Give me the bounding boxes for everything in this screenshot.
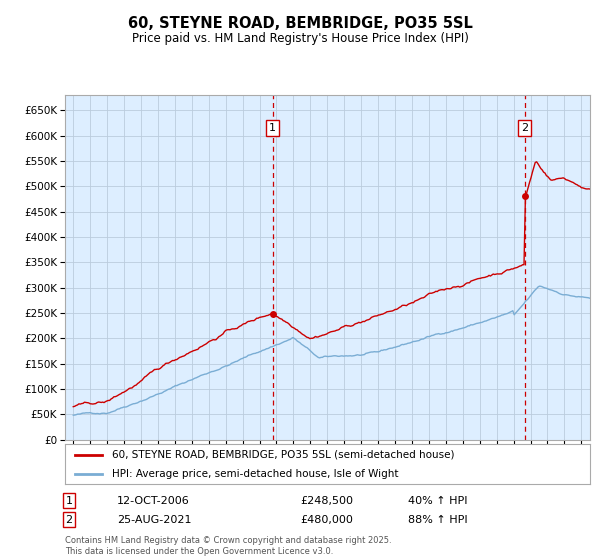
Text: HPI: Average price, semi-detached house, Isle of Wight: HPI: Average price, semi-detached house,… <box>112 469 398 478</box>
Text: 1: 1 <box>65 496 73 506</box>
Text: £480,000: £480,000 <box>300 515 353 525</box>
Text: 2: 2 <box>521 123 528 133</box>
Text: 25-AUG-2021: 25-AUG-2021 <box>117 515 191 525</box>
Text: 60, STEYNE ROAD, BEMBRIDGE, PO35 5SL: 60, STEYNE ROAD, BEMBRIDGE, PO35 5SL <box>128 16 472 31</box>
Text: 1: 1 <box>269 123 276 133</box>
Text: 2: 2 <box>65 515 73 525</box>
Text: £248,500: £248,500 <box>300 496 353 506</box>
Text: Price paid vs. HM Land Registry's House Price Index (HPI): Price paid vs. HM Land Registry's House … <box>131 32 469 45</box>
Text: 40% ↑ HPI: 40% ↑ HPI <box>408 496 467 506</box>
Text: 60, STEYNE ROAD, BEMBRIDGE, PO35 5SL (semi-detached house): 60, STEYNE ROAD, BEMBRIDGE, PO35 5SL (se… <box>112 450 455 460</box>
Text: 88% ↑ HPI: 88% ↑ HPI <box>408 515 467 525</box>
Text: 12-OCT-2006: 12-OCT-2006 <box>117 496 190 506</box>
Text: Contains HM Land Registry data © Crown copyright and database right 2025.
This d: Contains HM Land Registry data © Crown c… <box>65 536 391 556</box>
